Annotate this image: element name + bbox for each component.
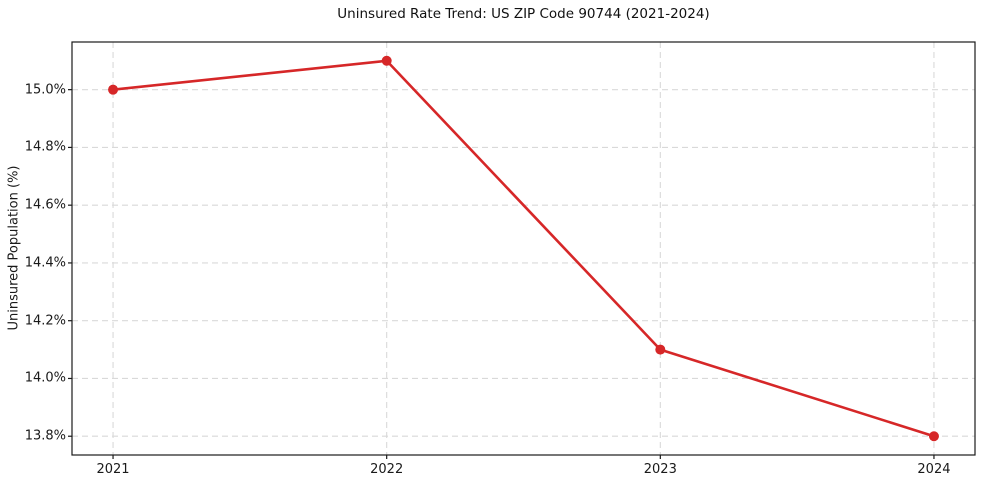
x-tick-label: 2021 (96, 462, 130, 477)
y-tick-label: 14.0% (24, 370, 66, 386)
data-point-marker (928, 431, 939, 442)
chart-title: Uninsured Rate Trend: US ZIP Code 90744 … (337, 6, 710, 22)
data-point-marker (381, 55, 392, 66)
y-tick-label: 14.4% (24, 255, 66, 271)
y-tick-label: 14.2% (24, 313, 66, 329)
x-tick-label: 2024 (917, 462, 951, 477)
x-tick-label: 2022 (370, 462, 404, 477)
data-point-marker (108, 84, 119, 95)
y-tick-label: 14.8% (24, 139, 66, 155)
trend-line (111, 59, 936, 438)
x-tick-label: 2023 (643, 462, 677, 477)
y-tick-label: 13.8% (24, 428, 66, 444)
data-point-marker (655, 344, 666, 355)
y-tick-label: 14.6% (24, 197, 66, 213)
y-tick-label: 15.0% (24, 82, 66, 98)
plot-border (71, 41, 976, 456)
